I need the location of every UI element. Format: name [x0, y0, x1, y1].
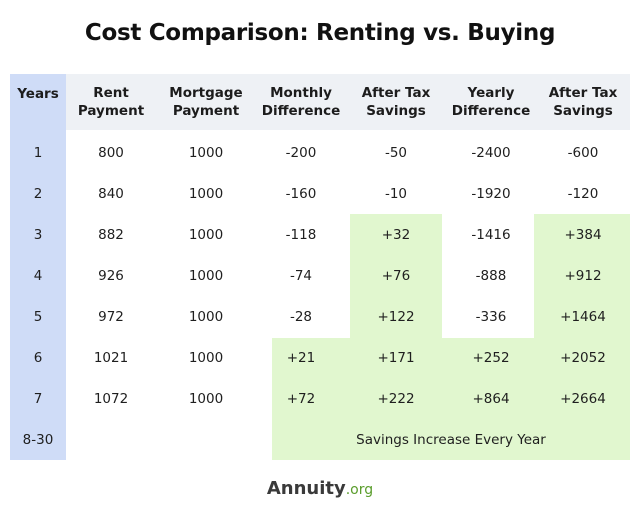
table-cell-yearly-difference: -888	[475, 268, 507, 284]
table-cell-year: 3	[33, 227, 43, 243]
table-cell-rent: 926	[98, 268, 124, 284]
header-after-tax-savings-total: After Tax Savings	[548, 85, 618, 119]
table-cell-rent: 840	[98, 186, 124, 202]
years-column-background	[10, 74, 66, 460]
table-cell-monthly-difference: -200	[285, 145, 317, 161]
table-cell-monthly-difference: +21	[286, 350, 316, 366]
table-cell-rent: 972	[98, 309, 124, 325]
table-cell-after-tax-savings-total: +384	[564, 227, 602, 243]
table-cell-after-tax-savings: +32	[381, 227, 411, 243]
header-monthly-difference: Monthly Difference	[261, 85, 341, 119]
table-cell-after-tax-savings-total: -120	[567, 186, 599, 202]
table-cell-mortgage: 1000	[188, 350, 224, 366]
table-cell-year: 2	[33, 186, 43, 202]
table-cell-yearly-difference: -336	[475, 309, 507, 325]
table-cell-monthly-difference: +72	[286, 391, 316, 407]
table-cell-mortgage: 1000	[188, 268, 224, 284]
table-cell-after-tax-savings: +76	[381, 268, 411, 284]
table-cell-year: 4	[33, 268, 43, 284]
table-cell-yearly-difference: +252	[472, 350, 510, 366]
table-cell-rent: 1072	[93, 391, 129, 407]
header-yearly-difference: Yearly Difference	[451, 85, 531, 119]
table-cell-rent: 800	[98, 145, 124, 161]
table-cell-monthly-difference: -118	[285, 227, 317, 243]
table-cell-yearly-difference: -1416	[471, 227, 511, 243]
table-cell-year: 7	[33, 391, 43, 407]
table-cell-year: 5	[33, 309, 43, 325]
header-mortgage-payment: Mortgage Payment	[169, 85, 243, 119]
table-cell-year: 6	[33, 350, 43, 366]
table-cell-after-tax-savings: +222	[377, 391, 415, 407]
table-cell-monthly-difference: -160	[285, 186, 317, 202]
header-row-background	[66, 74, 630, 130]
table-cell-yearly-difference: -1920	[471, 186, 511, 202]
table-cell-yearly-difference: +864	[472, 391, 510, 407]
table-cell-after-tax-savings: +171	[377, 350, 415, 366]
annuity-logo: Annuity.org	[0, 478, 640, 499]
page-title: Cost Comparison: Renting vs. Buying	[84, 20, 556, 46]
savings-increase-note: Savings Increase Every Year	[356, 432, 546, 448]
table-cell-year-range: 8-30	[22, 432, 54, 448]
header-after-tax-savings: After Tax Savings	[361, 85, 431, 119]
cost-comparison-table: Years Rent Payment Mortgage Payment Mont…	[10, 74, 630, 460]
table-cell-after-tax-savings-total: +1464	[560, 309, 606, 325]
table-cell-mortgage: 1000	[188, 391, 224, 407]
highlight-after-tax-savings	[350, 214, 442, 338]
table-cell-rent: 882	[98, 227, 124, 243]
table-cell-monthly-difference: -74	[289, 268, 313, 284]
table-cell-after-tax-savings-total: +2664	[560, 391, 606, 407]
table-cell-mortgage: 1000	[188, 186, 224, 202]
highlight-positive-savings	[272, 338, 630, 460]
logo-wordmark: Annuity	[266, 478, 346, 499]
table-cell-rent: 1021	[93, 350, 129, 366]
table-cell-monthly-difference: -28	[289, 309, 313, 325]
table-cell-after-tax-savings-total: +2052	[560, 350, 606, 366]
header-years: Years	[17, 86, 59, 102]
highlight-after-tax-savings-total	[534, 214, 630, 338]
table-cell-after-tax-savings: -50	[384, 145, 408, 161]
header-rent-payment: Rent Payment	[77, 85, 145, 119]
table-cell-after-tax-savings: +122	[377, 309, 415, 325]
table-cell-mortgage: 1000	[188, 145, 224, 161]
table-cell-after-tax-savings: -10	[384, 186, 408, 202]
table-cell-year: 1	[33, 145, 43, 161]
table-cell-after-tax-savings-total: -600	[567, 145, 599, 161]
table-cell-mortgage: 1000	[188, 227, 224, 243]
logo-domain: .org	[345, 482, 374, 498]
table-cell-after-tax-savings-total: +912	[564, 268, 602, 284]
table-cell-yearly-difference: -2400	[471, 145, 511, 161]
table-cell-mortgage: 1000	[188, 309, 224, 325]
